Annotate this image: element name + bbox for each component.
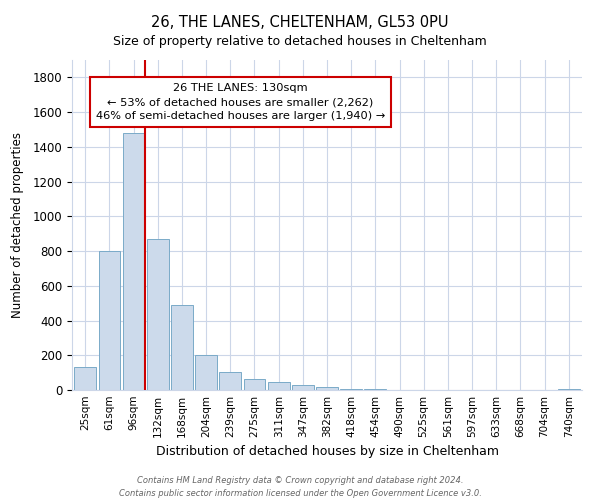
- Y-axis label: Number of detached properties: Number of detached properties: [11, 132, 24, 318]
- X-axis label: Distribution of detached houses by size in Cheltenham: Distribution of detached houses by size …: [155, 446, 499, 458]
- Bar: [195, 356, 217, 390]
- Bar: [98, 251, 121, 390]
- Bar: [316, 387, 338, 390]
- Text: 26 THE LANES: 130sqm
← 53% of detached houses are smaller (2,262)
46% of semi-de: 26 THE LANES: 130sqm ← 53% of detached h…: [95, 83, 385, 121]
- Bar: [171, 305, 193, 390]
- Bar: [558, 388, 580, 390]
- Bar: [292, 385, 314, 390]
- Bar: [220, 372, 241, 390]
- Bar: [74, 368, 96, 390]
- Bar: [340, 389, 362, 390]
- Text: Contains HM Land Registry data © Crown copyright and database right 2024.
Contai: Contains HM Land Registry data © Crown c…: [119, 476, 481, 498]
- Text: Size of property relative to detached houses in Cheltenham: Size of property relative to detached ho…: [113, 35, 487, 48]
- Bar: [244, 378, 265, 390]
- Text: 26, THE LANES, CHELTENHAM, GL53 0PU: 26, THE LANES, CHELTENHAM, GL53 0PU: [151, 15, 449, 30]
- Bar: [147, 239, 169, 390]
- Bar: [123, 133, 145, 390]
- Bar: [268, 382, 290, 390]
